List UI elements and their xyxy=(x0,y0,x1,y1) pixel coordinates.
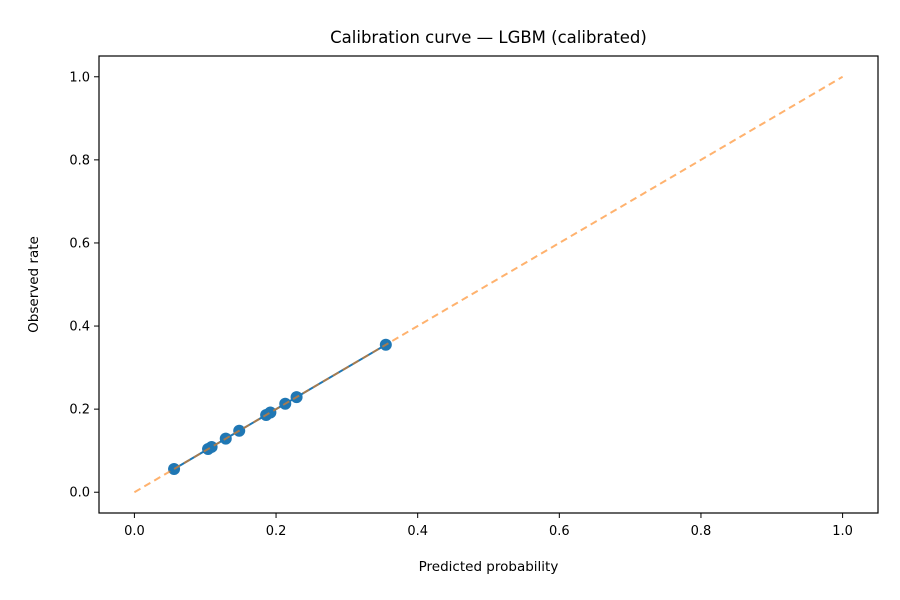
y-tick-label: 1.0 xyxy=(69,70,90,85)
x-tick-label: 0.4 xyxy=(407,524,428,539)
x-tick-label: 0.8 xyxy=(691,524,712,539)
calibration-point xyxy=(205,440,218,453)
y-axis: 0.0 0.2 0.4 0.6 0.8 1.0 xyxy=(69,70,99,501)
y-tick-label: 0.6 xyxy=(69,236,90,251)
y-tick-label: 0.2 xyxy=(69,403,90,418)
x-tick-label: 0.2 xyxy=(266,524,287,539)
calibration-point xyxy=(264,406,277,419)
x-tick-label: 1.0 xyxy=(832,524,853,539)
x-axis-label: Predicted probability xyxy=(419,559,559,575)
reference-diagonal-line xyxy=(133,75,844,494)
x-axis: 0.0 0.2 0.4 0.6 0.8 1.0 xyxy=(124,513,853,539)
x-tick-label: 0.0 xyxy=(124,524,145,539)
y-tick-label: 0.8 xyxy=(69,153,90,168)
chart-title: Calibration curve — LGBM (calibrated) xyxy=(330,28,647,47)
y-tick-label: 0.4 xyxy=(69,320,90,335)
plot-frame xyxy=(98,55,879,514)
plot-area xyxy=(133,75,844,494)
y-axis-label: Observed rate xyxy=(26,236,42,333)
x-tick-label: 0.6 xyxy=(549,524,570,539)
calibration-point xyxy=(168,462,181,475)
y-tick-label: 0.0 xyxy=(69,486,90,501)
